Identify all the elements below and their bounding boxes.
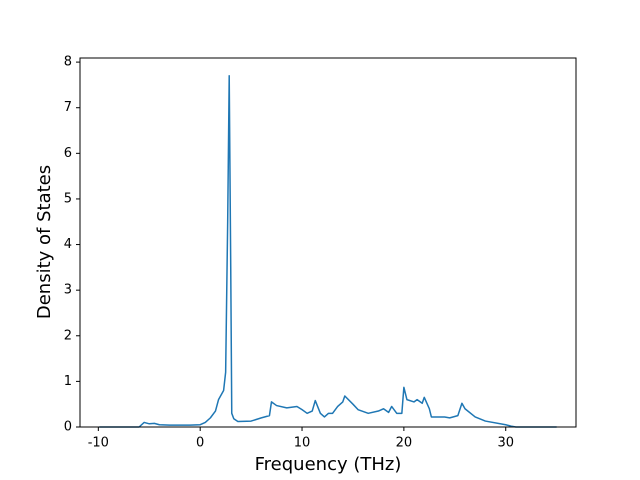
x-tick-label: 30 [497, 436, 514, 451]
y-tick-label: 5 [64, 191, 72, 206]
y-tick-label: 3 [64, 283, 72, 298]
y-tick-label: 6 [64, 146, 72, 161]
x-tick-label: -10 [88, 436, 109, 451]
y-tick-label: 2 [64, 328, 72, 343]
y-tick-label: 7 [64, 100, 72, 115]
y-tick-label: 8 [64, 55, 72, 70]
line-series [99, 75, 557, 428]
y-tick-label: 4 [64, 237, 72, 252]
plot-frame [79, 57, 577, 428]
x-axis-label: Frequency (THz) [255, 454, 402, 475]
y-tick-label: 1 [64, 374, 72, 389]
x-tick-label: 10 [294, 436, 311, 451]
y-tick-label: 0 [64, 420, 72, 435]
y-axis-label: Density of States [34, 165, 55, 319]
x-tick-label: 0 [196, 436, 204, 451]
x-tick-label: 20 [396, 436, 413, 451]
